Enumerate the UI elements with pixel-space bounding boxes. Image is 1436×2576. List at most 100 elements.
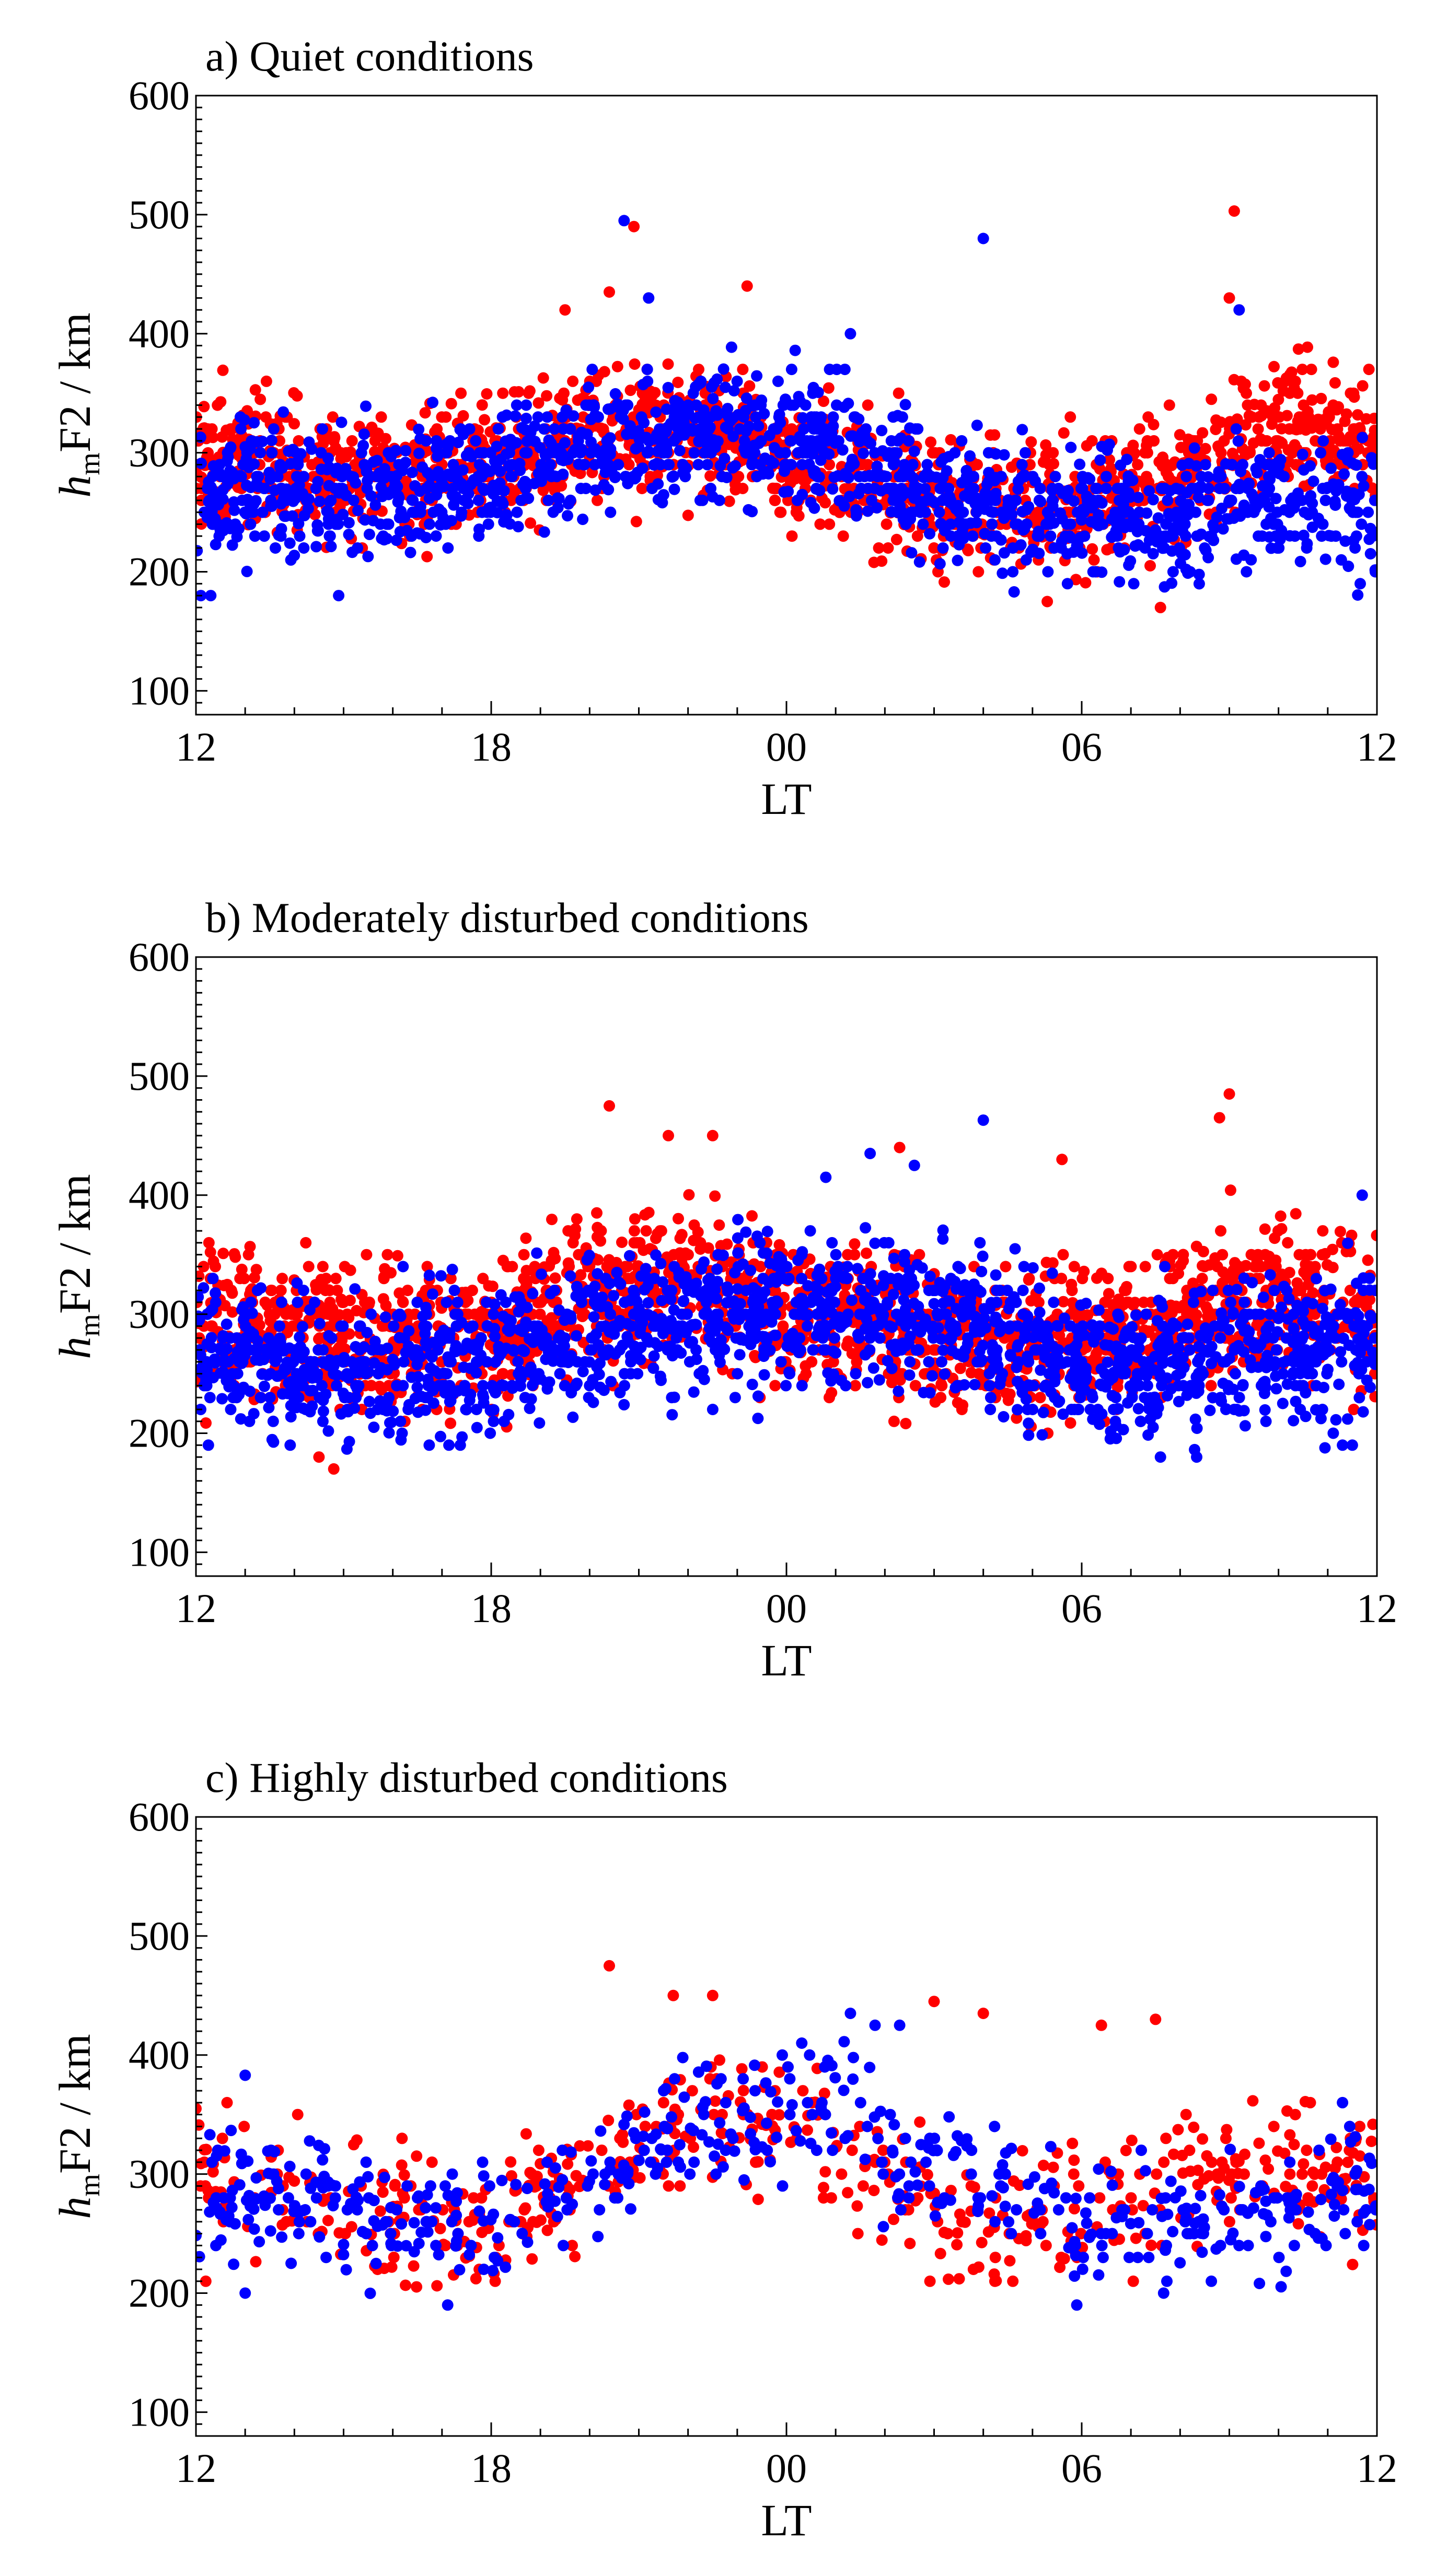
- data-point: [1109, 506, 1121, 518]
- data-point: [952, 530, 964, 542]
- data-point: [456, 477, 467, 489]
- data-point: [343, 517, 355, 529]
- outlier-point: [1233, 304, 1245, 316]
- y-tick-label: 400: [129, 311, 190, 356]
- data-point: [1219, 483, 1231, 494]
- data-point: [406, 467, 418, 479]
- data-point: [330, 1273, 342, 1285]
- data-point: [872, 471, 883, 483]
- data-point: [621, 428, 633, 440]
- data-point: [638, 417, 650, 429]
- data-point: [419, 407, 431, 419]
- data-point: [989, 475, 1001, 487]
- data-point: [523, 492, 535, 504]
- data-point: [998, 547, 1010, 559]
- data-point: [713, 1219, 725, 1231]
- data-point: [1004, 1388, 1016, 1400]
- data-point: [434, 519, 446, 531]
- outlier-point: [1213, 1112, 1225, 1124]
- data-point: [751, 471, 763, 483]
- data-point: [623, 459, 635, 471]
- data-point: [329, 431, 340, 443]
- data-point: [970, 506, 982, 518]
- outlier-point: [977, 232, 989, 244]
- data-point: [918, 471, 930, 483]
- data-point: [335, 453, 347, 465]
- outlier-point: [894, 1141, 906, 1153]
- data-point: [868, 556, 880, 568]
- data-point: [538, 423, 550, 435]
- data-point: [662, 358, 674, 370]
- data-point: [850, 504, 862, 516]
- data-point: [782, 485, 794, 497]
- data-point: [1275, 1210, 1287, 1222]
- data-point: [1214, 1332, 1226, 1344]
- data-point: [477, 483, 489, 494]
- data-point: [1193, 568, 1205, 580]
- data-point: [1099, 1296, 1111, 1308]
- data-point: [1091, 483, 1103, 494]
- data-point: [1157, 451, 1169, 463]
- data-point: [1356, 471, 1368, 483]
- data-point: [1121, 453, 1133, 465]
- data-point: [1068, 1261, 1080, 1273]
- data-point: [1294, 555, 1306, 567]
- data-point: [343, 529, 355, 541]
- data-point: [1025, 1295, 1037, 1307]
- data-point: [310, 541, 322, 553]
- data-point: [585, 413, 597, 425]
- data-point: [1282, 1237, 1294, 1249]
- data-point: [1228, 374, 1240, 386]
- data-point: [1159, 581, 1171, 593]
- outlier-point: [313, 1451, 325, 1463]
- data-point: [815, 454, 827, 466]
- data-point: [1262, 486, 1274, 498]
- data-point: [1249, 1261, 1261, 1273]
- data-point: [1358, 480, 1370, 492]
- data-point: [1183, 498, 1195, 510]
- data-point: [1237, 459, 1248, 471]
- data-point: [1201, 494, 1213, 506]
- data-point: [743, 504, 755, 516]
- data-point: [1040, 439, 1052, 451]
- data-point: [1348, 1404, 1360, 1415]
- data-point: [1114, 576, 1126, 588]
- data-point: [245, 506, 257, 518]
- data-point: [773, 411, 785, 423]
- data-point: [274, 459, 286, 471]
- data-point: [769, 494, 781, 506]
- data-point: [1226, 459, 1238, 471]
- data-point: [1101, 471, 1112, 483]
- data-point: [514, 458, 526, 470]
- data-point: [789, 344, 801, 356]
- data-point: [420, 435, 432, 447]
- data-point: [250, 1264, 262, 1276]
- data-point: [444, 435, 456, 447]
- data-point: [1042, 566, 1054, 578]
- data-point: [897, 514, 909, 526]
- data-point: [1264, 459, 1276, 471]
- data-point: [1260, 518, 1272, 530]
- data-point: [643, 1207, 655, 1218]
- data-point: [1175, 557, 1186, 569]
- data-point: [1179, 518, 1191, 530]
- data-point: [677, 459, 689, 471]
- x-tick-label: 12: [176, 724, 216, 770]
- data-point: [251, 436, 263, 448]
- data-point: [1159, 1261, 1171, 1273]
- data-point: [320, 1273, 332, 1285]
- data-point: [1016, 424, 1028, 436]
- data-point: [236, 1263, 248, 1275]
- data-point: [793, 391, 805, 403]
- data-point: [1034, 1392, 1046, 1404]
- data-point: [741, 447, 752, 459]
- data-point: [390, 445, 402, 457]
- data-point: [1206, 393, 1218, 405]
- data-point: [824, 459, 836, 471]
- data-point: [207, 460, 219, 472]
- data-point: [225, 441, 237, 453]
- data-point: [1266, 418, 1278, 430]
- data-point: [628, 411, 640, 423]
- data-point: [639, 394, 651, 406]
- data-point: [839, 364, 851, 376]
